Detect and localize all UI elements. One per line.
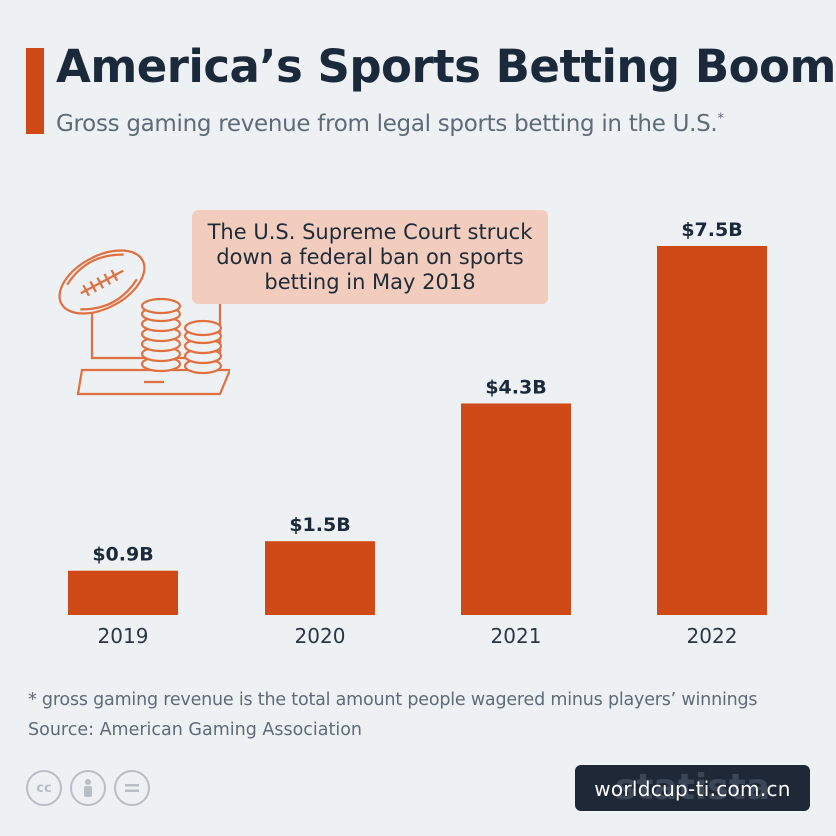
source-note: Source: American Gaming Association [28,720,363,740]
title-accent-bar [26,48,44,134]
person-glyph [84,779,92,797]
chart-subtitle: Gross gaming revenue from legal sports b… [56,111,724,137]
subtitle-text: Gross gaming revenue from legal sports b… [56,111,718,137]
attribution-icon[interactable] [70,770,106,806]
x-tick-label-2020: 2020 [295,624,346,648]
data-label-2020: $1.5B [289,514,350,536]
bar-2021 [461,403,571,615]
data-label-2019: $0.9B [92,544,153,566]
statista-logo: statista [614,767,771,808]
no-derivatives-icon[interactable] [114,770,150,806]
bar-2019 [68,570,178,615]
supreme-court-callout: The U.S. Supreme Court struck down a fed… [192,210,548,304]
data-label-2021: $4.3B [485,376,546,398]
football-coins-laptop-illustration [58,249,230,396]
bar-2020 [265,541,375,615]
equals-glyph [125,784,139,792]
license-icons: cc [26,770,150,806]
chart-title: America’s Sports Betting Boom [56,40,836,93]
x-tick-label-2019: 2019 [98,624,149,648]
subtitle-footnote-mark: * [717,111,724,127]
cc-icon[interactable]: cc [26,770,62,806]
callout-text: The U.S. Supreme Court struck down a fed… [207,219,533,294]
bar-2022 [657,246,767,615]
statista-brand[interactable]: statista worldcup-ti.com.cn [575,765,810,811]
x-tick-label-2021: 2021 [491,624,542,648]
x-tick-label-2022: 2022 [687,624,738,648]
data-label-2022: $7.5B [681,219,742,241]
footnote: * gross gaming revenue is the total amou… [28,690,758,710]
watermark-url: worldcup-ti.com.cn [594,777,791,801]
